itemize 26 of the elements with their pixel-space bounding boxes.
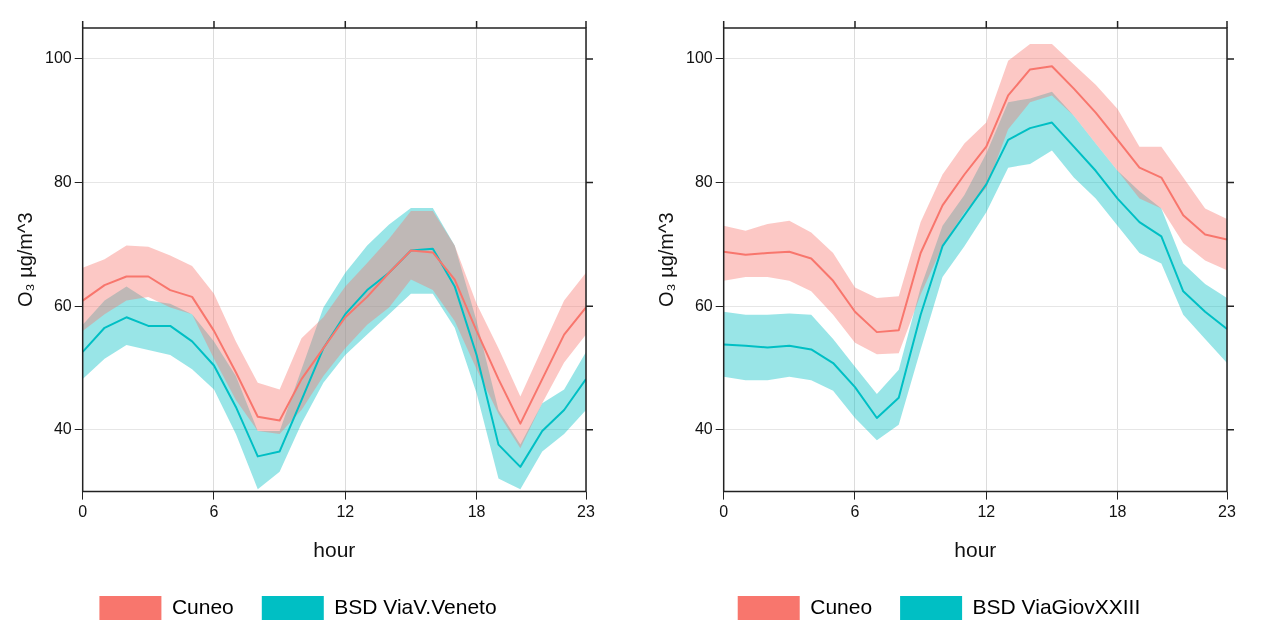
x-tick-label: 12: [977, 502, 996, 520]
y-tick-label: 80: [694, 172, 713, 190]
x-axis-title: hour: [954, 538, 997, 562]
x-tick-label: 0: [78, 502, 88, 520]
legend-label: BSD ViaV.Veneto: [334, 594, 497, 618]
legend-label: BSD ViaGiovXXIII: [972, 594, 1141, 618]
legend-label: Cuneo: [171, 594, 234, 618]
y-tick-label: 60: [53, 296, 72, 314]
x-tick-label: 23: [1218, 502, 1236, 520]
y-axis-title: O₃ µg/m^3: [13, 212, 36, 308]
y-tick-label: 100: [44, 49, 72, 67]
x-tick-label: 12: [336, 502, 355, 520]
x-tick-label: 18: [1108, 502, 1127, 520]
x-tick-label: 23: [577, 502, 595, 520]
y-tick-label: 40: [694, 420, 713, 438]
legend-label: Cuneo: [810, 594, 873, 618]
x-tick-label: 0: [719, 502, 729, 520]
x-tick-label: 6: [209, 502, 219, 520]
x-axis-title: hour: [313, 538, 356, 562]
x-tick-label: 6: [850, 502, 860, 520]
x-tick-label: 18: [467, 502, 486, 520]
y-tick-label: 100: [685, 49, 713, 67]
y-tick-label: 40: [53, 420, 72, 438]
y-axis-title: O₃ µg/m^3: [654, 212, 677, 308]
y-tick-label: 60: [694, 296, 713, 314]
y-tick-label: 80: [53, 172, 72, 190]
